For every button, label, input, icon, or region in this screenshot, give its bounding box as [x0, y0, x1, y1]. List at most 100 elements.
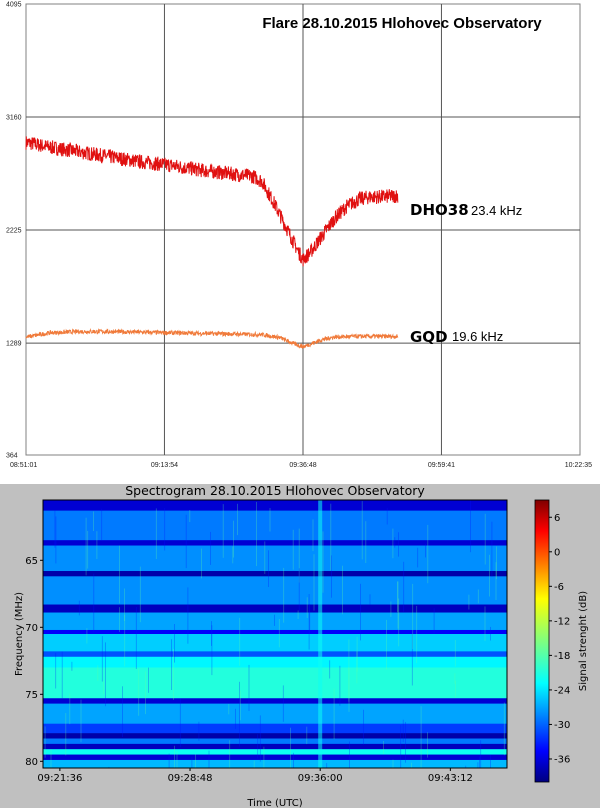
spectrogram-texture: [489, 554, 490, 597]
spectrogram-texture: [269, 508, 271, 532]
spectrogram-texture: [369, 594, 371, 605]
spectrogram-texture: [248, 664, 250, 711]
spectrogram-texture: [306, 597, 308, 618]
spectrogram-band: [43, 576, 507, 605]
y-tick-label: 70: [25, 623, 38, 634]
spectrogram-texture: [454, 640, 456, 667]
spectrogram-texture: [386, 619, 387, 670]
spectrogram-texture: [282, 685, 284, 722]
spectrogram-texture: [386, 507, 388, 525]
spectrogram-texture: [71, 661, 73, 671]
spectrogram-texture: [480, 740, 482, 768]
spectrogram-texture: [78, 600, 80, 616]
spectrogram-texture: [55, 652, 57, 689]
colorbar-tick-label: -12: [554, 616, 570, 627]
spectrogram-texture: [293, 752, 294, 768]
spectrogram-texture: [208, 750, 210, 768]
spectrogram-texture: [496, 546, 497, 580]
spectrogram-texture: [210, 531, 211, 565]
spectrogram-texture: [50, 749, 52, 768]
spectrogram-texture: [455, 680, 456, 698]
spectrogram-texture: [124, 588, 125, 621]
y-tick-label: 75: [25, 690, 38, 701]
spectrogram-texture: [139, 566, 141, 623]
spectrogram-texture: [211, 625, 213, 676]
spectrogram-texture: [101, 508, 103, 540]
x-axis-label: Time (UTC): [246, 798, 302, 808]
spectrogram-texture: [400, 725, 402, 768]
spectrogram-texture: [61, 651, 63, 699]
series-lines: [25, 136, 399, 349]
spectrogram-texture: [239, 690, 241, 721]
chart-title: Flare 28.10.2015 Hlohovec Observatory: [262, 15, 542, 32]
spectrogram-texture: [187, 587, 189, 644]
spectrogram-band: [43, 540, 507, 546]
spectrogram-texture: [122, 686, 123, 737]
colorbar-tick-label: 0: [554, 547, 560, 558]
spectrogram-texture: [390, 601, 392, 617]
spectrogram-texture: [201, 548, 202, 579]
spectrogram-texture: [477, 589, 479, 604]
x-tick-label: 09:28:48: [168, 773, 213, 784]
series-label-gqd: GQD: [410, 328, 448, 346]
spectrogram-texture: [119, 607, 120, 632]
spectrogram-texture: [168, 753, 170, 768]
y-tick-label: 1289: [6, 341, 22, 348]
spectrogram-texture: [54, 510, 56, 548]
spectrogram-texture: [93, 511, 94, 531]
spectrogram-texture: [148, 667, 149, 693]
spectrogram-texture: [322, 531, 324, 593]
colorbar-tick-label: -6: [554, 582, 564, 593]
spectrogram-texture: [105, 642, 106, 707]
spectrogram-texture: [283, 567, 285, 623]
spectrogram-texture: [93, 573, 95, 633]
spectrogram-texture: [237, 503, 238, 536]
spectrogram-texture: [417, 547, 419, 568]
chart-background: [0, 0, 600, 484]
spectrogram-texture: [239, 681, 240, 747]
spectrogram-texture: [124, 614, 126, 667]
spectrogram-texture: [268, 550, 269, 587]
spectrogram-texture: [308, 594, 310, 650]
spectrogram-texture: [145, 671, 146, 715]
spectrogram-texture: [65, 713, 67, 756]
spectrogram-texture: [465, 765, 467, 768]
spectrogram-texture: [87, 530, 89, 569]
spectrogram-band: [43, 754, 507, 760]
spectrogram-texture: [365, 521, 367, 563]
spectrogram-texture: [484, 606, 486, 642]
spectrogram-texture: [119, 545, 120, 604]
spectrogram-texture: [309, 604, 311, 634]
frequency-axis: 65 70 75 80: [25, 556, 43, 768]
spectrogram-texture: [427, 732, 428, 758]
spectrogram-burst: [318, 500, 323, 768]
spectrogram-band: [43, 698, 507, 704]
series-label-dho38: DHO38: [410, 201, 469, 219]
spectrogram-texture: [348, 639, 350, 702]
x-tick-label: 08:51:01: [10, 462, 37, 469]
spectrogram-texture: [490, 626, 491, 641]
x-tick-label: 09:43:12: [428, 773, 473, 784]
spectrogram-texture: [363, 709, 364, 745]
spectrogram-texture: [239, 617, 241, 666]
spectrogram-texture: [356, 636, 358, 672]
spectrogram-texture: [416, 605, 418, 664]
x-tick-label: 09:21:36: [37, 773, 82, 784]
spectrogram-texture: [477, 762, 479, 768]
spectrogram-texture: [155, 508, 157, 559]
spectrogram-texture: [454, 673, 456, 684]
spectrogram-texture: [55, 516, 57, 564]
spectrogram-texture: [174, 745, 175, 768]
spectrogram-texture: [69, 693, 71, 725]
colorbar: [534, 499, 550, 783]
spectrogram-band: [43, 545, 507, 572]
spectrogram-band: [43, 604, 507, 613]
y-tick-label: 4095: [6, 2, 22, 9]
spectrogram-texture: [470, 500, 471, 553]
spectrogram-texture: [329, 660, 331, 679]
spectrogram-texture: [411, 762, 412, 768]
colorbar-label: Signal strenght (dB): [578, 591, 589, 691]
spectrogram-texture: [397, 581, 399, 629]
colorbar-tick-label: 6: [554, 513, 560, 524]
